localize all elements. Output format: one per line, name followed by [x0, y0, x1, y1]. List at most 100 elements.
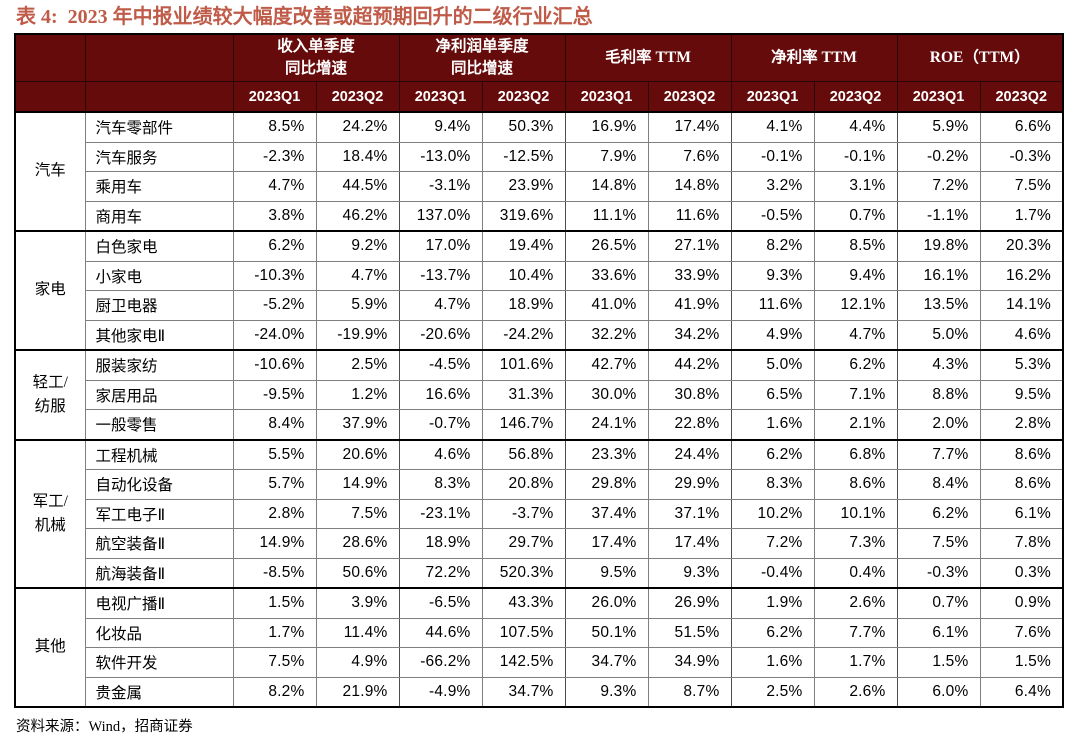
value-cell: 26.9% [647, 587, 732, 619]
value-cell: 2.5% [730, 676, 815, 708]
value-cell: 101.6% [481, 349, 566, 381]
value-cell: 34.9% [647, 647, 732, 678]
industry-name-cell: 家居用品 [84, 379, 234, 410]
value-cell: 4.7% [813, 319, 898, 351]
value-cell: 7.7% [813, 617, 898, 648]
value-cell: 7.2% [730, 528, 815, 559]
source-note: 资料来源：Wind，招商证券 [16, 719, 193, 735]
value-cell: 4.6% [979, 319, 1064, 351]
sector-group-label: 家电 [14, 230, 86, 351]
value-cell: 0.7% [896, 587, 981, 619]
value-cell: 7.6% [647, 141, 732, 172]
value-cell: 6.5% [730, 379, 815, 410]
value-cell: 5.9% [896, 111, 981, 143]
value-cell: 11.1% [564, 200, 649, 232]
value-cell: 1.7% [232, 617, 317, 648]
value-cell: 26.0% [564, 587, 649, 619]
value-cell: -0.3% [896, 557, 981, 589]
value-cell: 14.1% [979, 290, 1064, 321]
value-cell: 6.6% [979, 111, 1064, 143]
value-cell: 13.5% [896, 290, 981, 321]
value-cell: 2.8% [232, 498, 317, 529]
value-cell: 24.4% [647, 438, 732, 470]
table-row: 家电 白色家电 6.2% 9.2% 17.0% 19.4% 26.5% 27.1% 8.2% 8.… [14, 230, 1064, 351]
table-row: 家居用品 -9.5% 1.2% 16.6% 31.3% 30.0% 30.8% 6.5% 7.1… [15, 379, 1064, 410]
value-cell: -1.1% [896, 200, 981, 232]
value-cell: 7.5% [232, 647, 317, 678]
value-cell: 6.2% [730, 617, 815, 648]
header-metric-row: 收入单季度 同比增速 净利润单季度 同比增速 毛利率 TTM 净利率 TTM ROE（T… [14, 33, 1064, 82]
value-cell: -0.5% [730, 200, 815, 232]
table-caption-label: 表 4: [16, 6, 58, 28]
value-cell: 7.2% [896, 171, 981, 202]
value-cell: 10.4% [481, 260, 566, 291]
sector-group-label: 军工/ 机械 [14, 438, 86, 589]
industry-name-cell: 航海装备Ⅱ [84, 557, 234, 589]
value-cell: 8.4% [232, 409, 317, 440]
value-cell: 8.2% [730, 230, 815, 262]
value-cell: 1.7% [813, 647, 898, 678]
value-cell: 33.9% [647, 260, 732, 291]
quarter-header: 2023Q2 [481, 81, 566, 113]
value-cell: 43.3% [481, 587, 566, 619]
value-cell: 30.0% [564, 379, 649, 410]
header-corner-industry [84, 33, 234, 82]
value-cell: 7.8% [979, 528, 1064, 559]
quarter-header: 2023Q2 [315, 81, 400, 113]
header-corner-group [14, 33, 86, 82]
table-header: 收入单季度 同比增速 净利润单季度 同比增速 毛利率 TTM 净利率 TTM ROE（T… [14, 33, 1064, 113]
industry-name-cell: 汽车服务 [84, 141, 234, 172]
value-cell: -8.5% [232, 557, 317, 589]
value-cell: -13.7% [398, 260, 483, 291]
industry-name-cell: 白色家电 [84, 230, 234, 262]
table-caption-text: 2023 年中报业绩较大幅度改善或超预期回升的二级行业汇总 [67, 6, 593, 28]
industry-name-cell: 其他家电Ⅱ [84, 319, 234, 351]
value-cell: 5.0% [730, 349, 815, 381]
value-cell: 6.1% [896, 617, 981, 648]
value-cell: 6.2% [813, 349, 898, 381]
sector-group-label: 其他 [14, 587, 86, 708]
value-cell: 4.9% [315, 647, 400, 678]
value-cell: 34.7% [564, 647, 649, 678]
value-cell: 20.3% [979, 230, 1064, 262]
industry-name-cell: 航空装备Ⅱ [84, 528, 234, 559]
value-cell: 14.8% [564, 171, 649, 202]
value-cell: 11.6% [730, 290, 815, 321]
value-cell: 6.1% [979, 498, 1064, 529]
value-cell: -3.1% [398, 171, 483, 202]
value-cell: 2.6% [813, 676, 898, 708]
value-cell: 9.2% [315, 230, 400, 262]
value-cell: 29.9% [647, 469, 732, 500]
value-cell: 3.1% [813, 171, 898, 202]
value-cell: 42.7% [564, 349, 649, 381]
value-cell: 319.6% [481, 200, 566, 232]
table-row: 化妆品 1.7% 11.4% 44.6% 107.5% 50.1% 51.5% 6.2% 7.7… [15, 617, 1064, 648]
industry-name-cell: 电视广播Ⅱ [84, 587, 234, 619]
table-row: 航空装备Ⅱ 14.9% 28.6% 18.9% 29.7% 17.4% 17.4% 7.2% 7… [15, 528, 1064, 559]
value-cell: 37.9% [315, 409, 400, 440]
value-cell: 26.5% [564, 230, 649, 262]
quarter-header: 2023Q1 [896, 81, 981, 113]
value-cell: 29.7% [481, 528, 566, 559]
value-cell: 1.5% [896, 647, 981, 678]
value-cell: 4.6% [398, 438, 483, 470]
value-cell: 27.1% [647, 230, 732, 262]
value-cell: 44.6% [398, 617, 483, 648]
value-cell: -0.4% [730, 557, 815, 589]
value-cell: 7.9% [564, 141, 649, 172]
table-row: 小家电 -10.3% 4.7% -13.7% 10.4% 33.6% 33.9% 9.3% 9.… [15, 260, 1064, 291]
value-cell: 1.6% [730, 409, 815, 440]
value-cell: 17.0% [398, 230, 483, 262]
value-cell: 9.3% [730, 260, 815, 291]
value-cell: 7.3% [813, 528, 898, 559]
value-cell: 16.9% [564, 111, 649, 143]
value-cell: 16.1% [896, 260, 981, 291]
value-cell: 20.6% [315, 438, 400, 470]
value-cell: -9.5% [232, 379, 317, 410]
table-row: 航海装备Ⅱ -8.5% 50.6% 72.2% 520.3% 9.5% 9.3% -0.4% 0… [15, 557, 1064, 589]
quarter-header: 2023Q2 [647, 81, 732, 113]
value-cell: 5.3% [979, 349, 1064, 381]
value-cell: -19.9% [315, 319, 400, 351]
value-cell: 16.2% [979, 260, 1064, 291]
value-cell: 41.0% [564, 290, 649, 321]
